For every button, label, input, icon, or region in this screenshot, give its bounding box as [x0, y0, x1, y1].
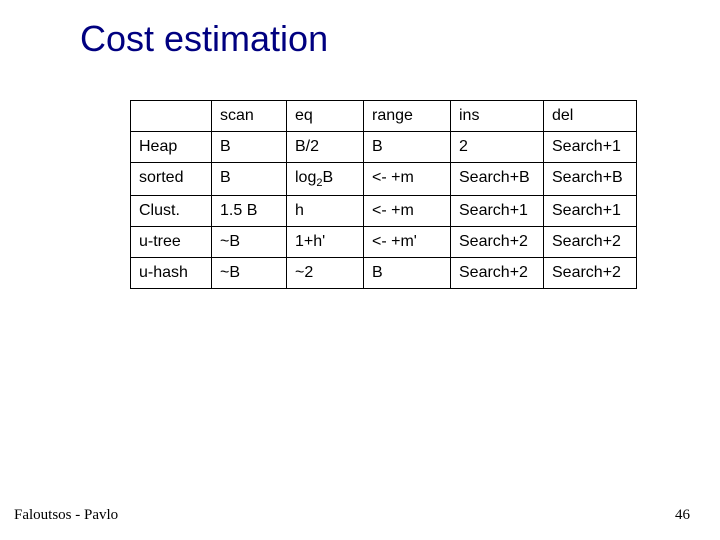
table-cell: 1.5 B	[212, 196, 287, 227]
table-cell: log2B	[287, 163, 364, 196]
table-header-scan: scan	[212, 101, 287, 132]
page-title: Cost estimation	[80, 18, 328, 60]
table-row: Clust.1.5 Bh<- +mSearch+1Search+1	[131, 196, 637, 227]
table-cell: B	[212, 163, 287, 196]
cost-table-wrap: scan eq range ins del HeapBB/2B2Search+1…	[130, 100, 637, 289]
table-row: u-tree~B1+h'<- +m'Search+2Search+2	[131, 227, 637, 258]
table-cell: 2	[451, 132, 544, 163]
table-cell: u-hash	[131, 258, 212, 289]
table-cell: Search+2	[451, 258, 544, 289]
table-cell: Search+2	[451, 227, 544, 258]
table-cell: B/2	[287, 132, 364, 163]
cost-table: scan eq range ins del HeapBB/2B2Search+1…	[130, 100, 637, 289]
table-cell: ~B	[212, 258, 287, 289]
table-cell: <- +m'	[364, 227, 451, 258]
table-header-row: scan eq range ins del	[131, 101, 637, 132]
footer-author: Faloutsos - Pavlo	[14, 507, 118, 524]
slide: Cost estimation scan eq range ins del He…	[0, 0, 720, 540]
table-cell: B	[364, 258, 451, 289]
table-cell: <- +m	[364, 196, 451, 227]
table-cell: B	[364, 132, 451, 163]
table-header-blank	[131, 101, 212, 132]
table-header-eq: eq	[287, 101, 364, 132]
table-cell: Search+2	[544, 227, 637, 258]
table-cell: <- +m	[364, 163, 451, 196]
table-cell: Clust.	[131, 196, 212, 227]
table-cell: Search+2	[544, 258, 637, 289]
table-cell: Search+1	[544, 132, 637, 163]
table-cell: Search+1	[544, 196, 637, 227]
table-cell: h	[287, 196, 364, 227]
table-cell: sorted	[131, 163, 212, 196]
table-cell: Search+B	[451, 163, 544, 196]
table-row: u-hash~B~2BSearch+2Search+2	[131, 258, 637, 289]
table-cell: u-tree	[131, 227, 212, 258]
table-cell: Heap	[131, 132, 212, 163]
table-cell: B	[212, 132, 287, 163]
table-cell: 1+h'	[287, 227, 364, 258]
table-row: sortedBlog2B<- +mSearch+BSearch+B	[131, 163, 637, 196]
table-header-del: del	[544, 101, 637, 132]
table-row: HeapBB/2B2Search+1	[131, 132, 637, 163]
table-cell: Search+1	[451, 196, 544, 227]
page-number: 46	[675, 507, 690, 524]
table-header-range: range	[364, 101, 451, 132]
table-cell: ~B	[212, 227, 287, 258]
table-cell: ~2	[287, 258, 364, 289]
table-header-ins: ins	[451, 101, 544, 132]
table-cell: Search+B	[544, 163, 637, 196]
